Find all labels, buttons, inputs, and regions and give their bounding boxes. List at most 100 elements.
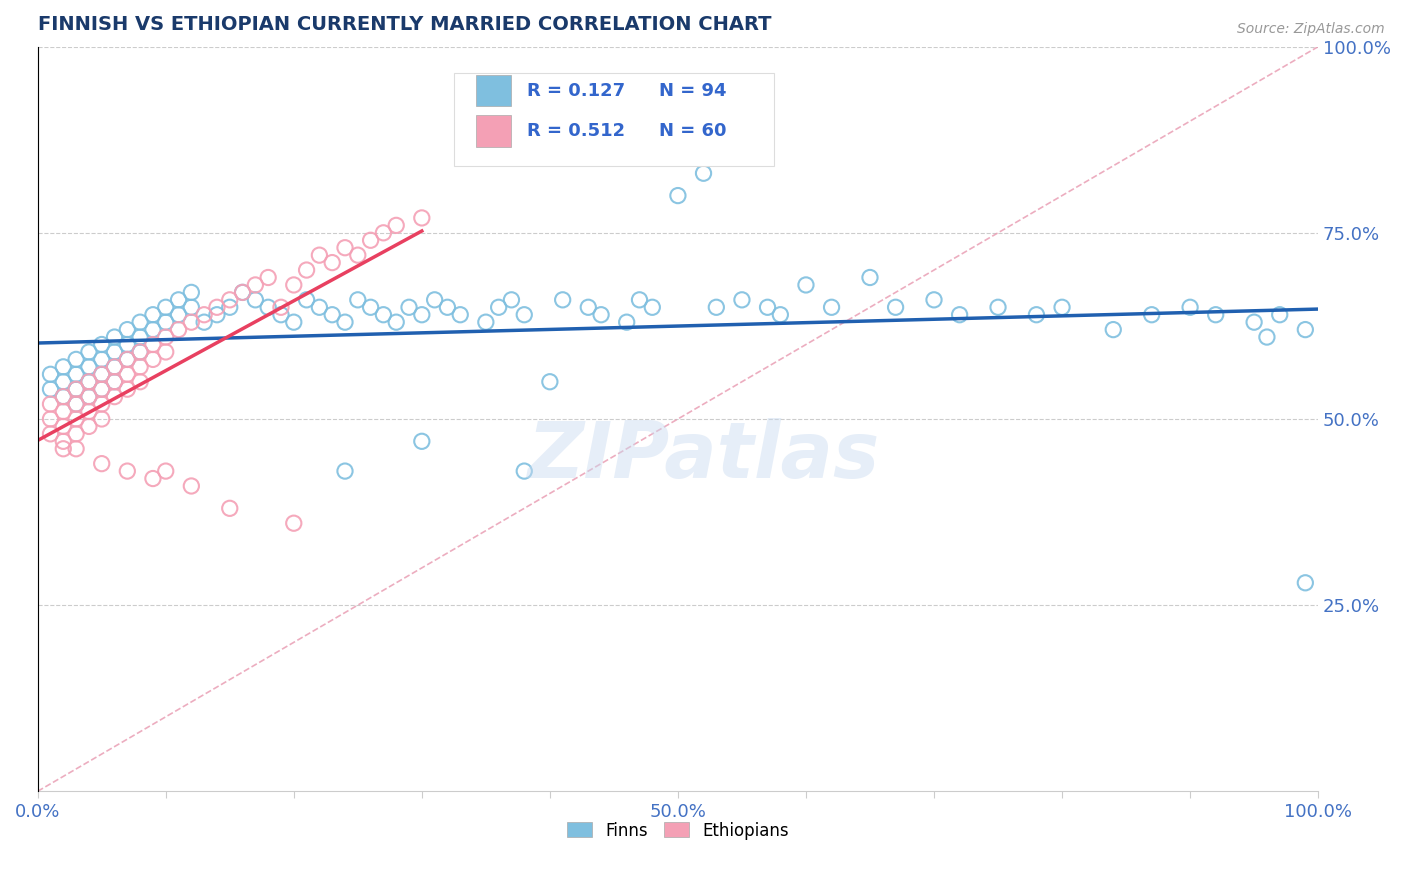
Point xyxy=(117,382,139,396)
Point xyxy=(1294,323,1316,337)
Point xyxy=(205,300,228,314)
Point xyxy=(308,248,330,262)
Point xyxy=(411,211,433,225)
Point xyxy=(117,352,139,367)
Point xyxy=(436,300,458,314)
Point xyxy=(538,375,561,389)
Point xyxy=(257,270,280,285)
Point xyxy=(52,404,75,418)
Point xyxy=(180,300,202,314)
Point xyxy=(360,233,382,247)
Point xyxy=(245,277,267,292)
Point xyxy=(103,375,125,389)
Point xyxy=(385,315,408,329)
Point xyxy=(641,300,664,314)
Point xyxy=(218,300,240,314)
Point xyxy=(117,352,139,367)
Point xyxy=(65,382,87,396)
Legend: Finns, Ethiopians: Finns, Ethiopians xyxy=(560,815,796,847)
Point xyxy=(333,464,356,478)
Point xyxy=(103,390,125,404)
Point xyxy=(103,359,125,374)
Point xyxy=(39,426,62,441)
Point xyxy=(77,404,100,418)
Point xyxy=(346,293,368,307)
Point xyxy=(731,293,754,307)
Text: R = 0.127: R = 0.127 xyxy=(527,82,624,100)
Point xyxy=(884,300,907,314)
Point xyxy=(103,345,125,359)
Point xyxy=(77,390,100,404)
Point xyxy=(704,300,727,314)
Point xyxy=(129,359,152,374)
Point xyxy=(283,277,305,292)
Point xyxy=(283,315,305,329)
Point xyxy=(77,390,100,404)
Point xyxy=(65,368,87,382)
Point xyxy=(1140,308,1163,322)
Point xyxy=(90,368,112,382)
Point xyxy=(65,397,87,411)
Point xyxy=(769,308,792,322)
Point xyxy=(591,308,613,322)
Text: N = 94: N = 94 xyxy=(658,82,727,100)
Point xyxy=(398,300,420,314)
Point xyxy=(90,397,112,411)
Point xyxy=(90,337,112,351)
Point xyxy=(167,308,190,322)
Point xyxy=(232,285,254,300)
Point xyxy=(193,308,215,322)
Point xyxy=(1025,308,1047,322)
Point xyxy=(321,255,343,269)
Point xyxy=(65,382,87,396)
Point xyxy=(551,293,574,307)
Point xyxy=(180,479,202,493)
Point xyxy=(232,285,254,300)
Point xyxy=(987,300,1010,314)
FancyBboxPatch shape xyxy=(475,75,512,106)
Point xyxy=(103,330,125,344)
FancyBboxPatch shape xyxy=(475,115,512,146)
Point xyxy=(295,263,318,277)
Point xyxy=(1178,300,1201,314)
Point xyxy=(77,345,100,359)
Point xyxy=(90,382,112,396)
Point xyxy=(628,293,651,307)
Point xyxy=(270,308,292,322)
Point xyxy=(52,434,75,449)
FancyBboxPatch shape xyxy=(454,73,773,166)
Point xyxy=(52,390,75,404)
Point xyxy=(321,308,343,322)
Point xyxy=(129,345,152,359)
Point xyxy=(333,241,356,255)
Point xyxy=(513,308,536,322)
Point xyxy=(39,412,62,426)
Point xyxy=(270,300,292,314)
Point xyxy=(1102,323,1125,337)
Point xyxy=(129,315,152,329)
Point xyxy=(692,166,714,180)
Point xyxy=(77,359,100,374)
Point xyxy=(77,375,100,389)
Point xyxy=(308,300,330,314)
Point xyxy=(411,308,433,322)
Point xyxy=(257,300,280,314)
Point xyxy=(142,308,165,322)
Point xyxy=(129,375,152,389)
Point xyxy=(373,308,395,322)
Point xyxy=(205,308,228,322)
Point xyxy=(129,345,152,359)
Point xyxy=(155,330,177,344)
Point xyxy=(616,315,638,329)
Point xyxy=(117,368,139,382)
Point xyxy=(922,293,945,307)
Text: FINNISH VS ETHIOPIAN CURRENTLY MARRIED CORRELATION CHART: FINNISH VS ETHIOPIAN CURRENTLY MARRIED C… xyxy=(38,15,770,34)
Point xyxy=(77,375,100,389)
Point xyxy=(180,315,202,329)
Point xyxy=(117,323,139,337)
Point xyxy=(65,442,87,456)
Point xyxy=(513,464,536,478)
Point xyxy=(1268,308,1291,322)
Point xyxy=(142,471,165,485)
Point xyxy=(167,293,190,307)
